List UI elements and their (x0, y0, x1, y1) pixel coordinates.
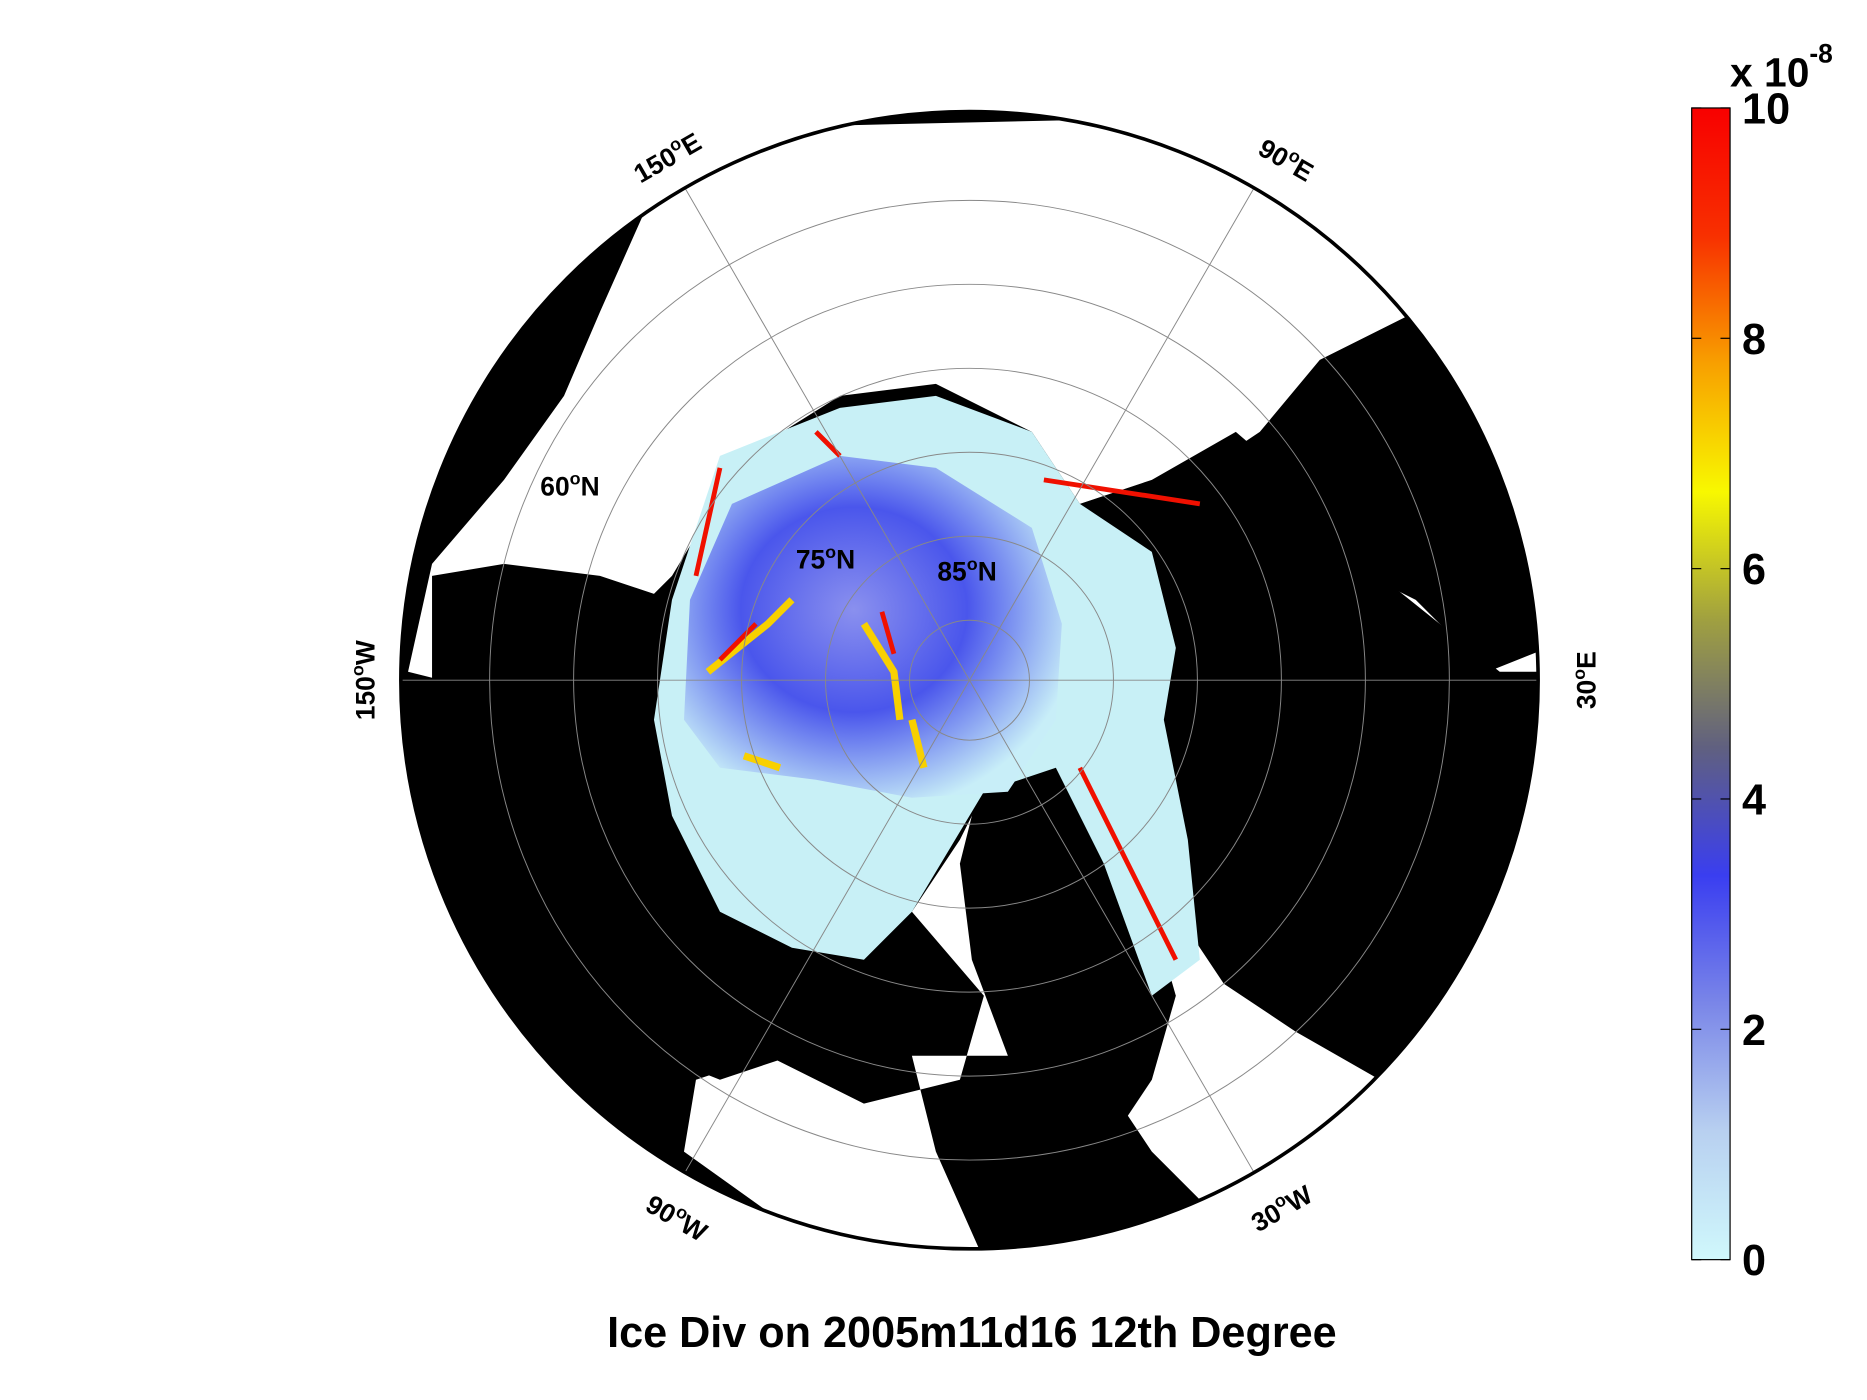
degree-label: 90oE (1253, 130, 1320, 187)
degree-label: 150oE (627, 124, 706, 189)
degree-value: 85 (937, 557, 966, 587)
america-land (432, 563, 816, 1080)
degree-value: 60 (540, 471, 569, 501)
degree-direction: W (350, 640, 380, 665)
degree-label: 150oW (348, 640, 381, 720)
degree-sign: o (967, 554, 978, 574)
ice-divergence-ridges (705, 597, 928, 772)
multiplier-text: x 10 (1730, 49, 1809, 95)
colorbar-axis: 0 2 4 6 8 10x 10-8 (1691, 38, 1833, 1285)
colorbar-tick-label: 4 (1742, 777, 1766, 825)
colorbar-tick-label: 2 (1742, 1007, 1766, 1055)
colorbar-tick-label: 6 (1742, 546, 1766, 594)
degree-sign: o (348, 665, 368, 676)
ice-divergence-field (683, 455, 1062, 798)
degree-value: 90 (641, 1189, 681, 1230)
degree-label: 85oN (937, 554, 996, 587)
degree-sign: o (570, 469, 581, 489)
degree-direction: N (836, 545, 855, 575)
multiplier-exponent: -8 (1809, 38, 1832, 68)
degree-label: 75oN (796, 542, 855, 575)
degree-value: 75 (796, 545, 825, 575)
colorbar-tick-label: 0 (1742, 1237, 1766, 1285)
degree-label: 30oW (1245, 1177, 1318, 1238)
colorbar-tick-label: 8 (1742, 316, 1766, 364)
degree-value: 150 (350, 676, 380, 720)
eurasia-land (1151, 311, 1539, 672)
colorbar-tick-label: 10 (1742, 86, 1790, 134)
map (400, 111, 1539, 1249)
degree-label: 30oE (1569, 651, 1602, 709)
degree-direction: W (1281, 1179, 1318, 1217)
degree-direction: E (676, 127, 706, 162)
map-frame (399, 109, 1540, 1251)
degree-value: 30 (1572, 680, 1602, 709)
degree-label: 90oW (641, 1187, 714, 1248)
degree-direction: N (978, 557, 997, 587)
title: Ice Div on 2005m11d16 12th Degree (607, 1309, 1337, 1357)
graticule (400, 188, 1539, 1173)
degree-sign: o (825, 542, 836, 562)
ice-divergence-edges (693, 430, 1201, 961)
degree-label: 60oN (540, 469, 599, 502)
degree-value: 90 (1253, 133, 1293, 174)
colorbar (1691, 107, 1731, 1261)
degree-direction: E (1572, 651, 1602, 669)
degree-sign: o (1569, 669, 1589, 680)
colorbar-multiplier: x 10-8 (1730, 38, 1833, 95)
degree-direction: N (581, 471, 600, 501)
